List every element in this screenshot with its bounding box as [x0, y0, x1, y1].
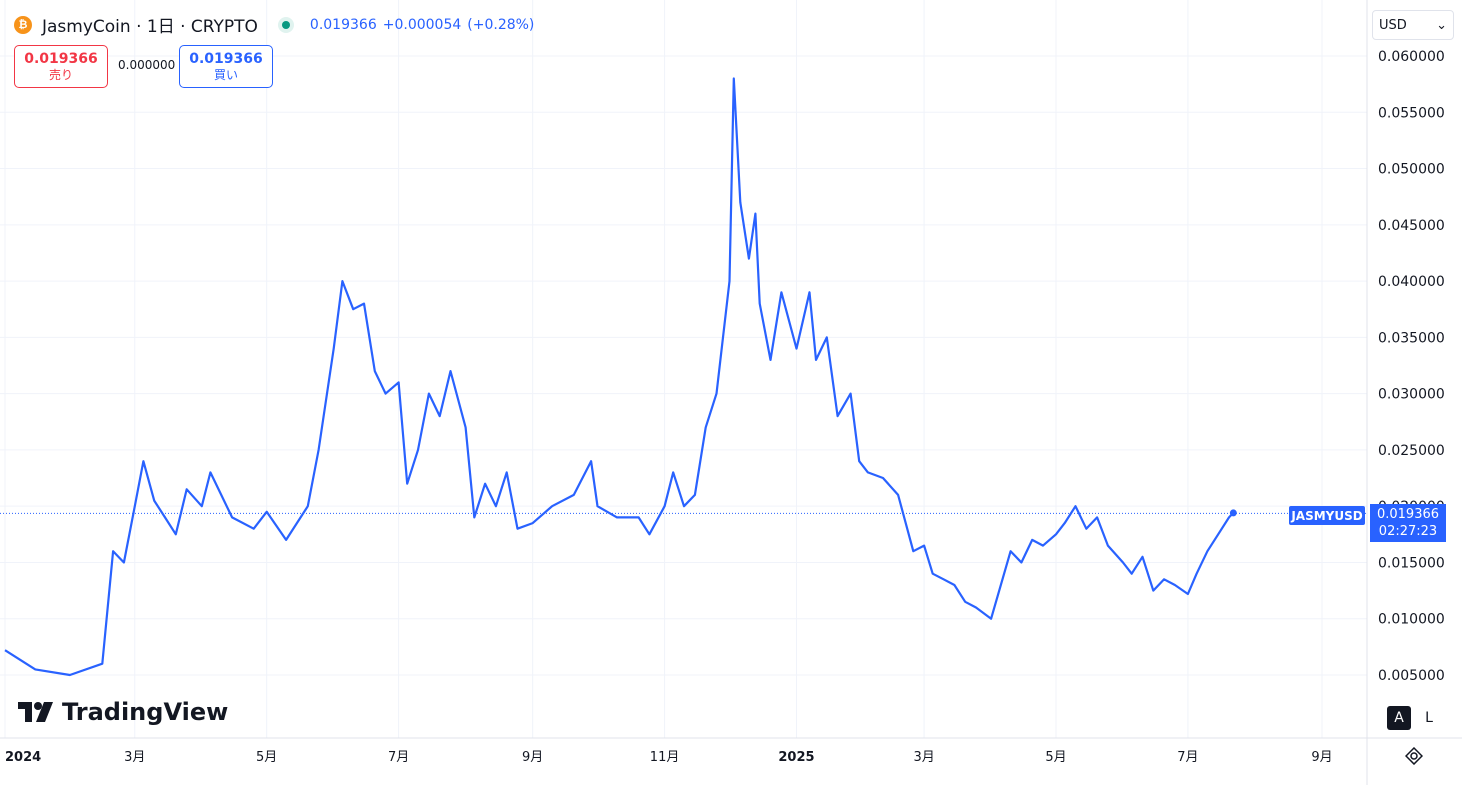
buy-button[interactable]: 0.019366 買い [179, 45, 273, 88]
y-tick-label: 0.010000 [1378, 612, 1445, 628]
x-tick-label: 9月 [1311, 750, 1332, 765]
chevron-down-icon: ⌄ [1436, 17, 1447, 33]
x-tick-label: 2024 [5, 750, 41, 765]
x-tick-label: 2025 [778, 750, 814, 765]
symbol-header: ₿ JasmyCoin · 1日 · CRYPTO 0.019366 +0.00… [14, 12, 534, 37]
auto-scale-button[interactable]: A [1387, 706, 1411, 730]
jasmy-coin-icon: ₿ [14, 15, 32, 34]
y-tick-label: 0.055000 [1378, 105, 1445, 121]
quote-summary: 0.019366 +0.000054 (+0.28%) [310, 17, 534, 33]
x-tick-label: 7月 [1177, 750, 1198, 765]
tradingview-logo[interactable]: TradingView [18, 698, 228, 726]
y-tick-label: 0.045000 [1378, 218, 1445, 234]
spread-value: 0.000000 [118, 58, 176, 72]
market-open-icon [277, 16, 294, 33]
y-tick-label: 0.025000 [1378, 443, 1445, 459]
x-tick-label: 3月 [913, 750, 934, 765]
x-tick-label: 5月 [256, 750, 277, 765]
current-price-label: 0.019366 [1376, 507, 1440, 522]
log-scale-button[interactable]: L [1425, 710, 1433, 726]
price-change: +0.000054 [382, 16, 462, 33]
symbol-price-tag: JASMYUSD [1289, 506, 1365, 525]
y-tick-label: 0.005000 [1378, 668, 1445, 684]
settings-gear-icon[interactable] [1402, 744, 1426, 768]
y-tick-label: 0.050000 [1378, 162, 1445, 178]
bar-countdown: 02:27:23 [1378, 524, 1438, 539]
y-tick-label: 0.035000 [1378, 330, 1445, 346]
y-tick-label: 0.015000 [1378, 555, 1445, 571]
y-tick-label: 0.040000 [1378, 274, 1445, 290]
sell-button[interactable]: 0.019366 売り [14, 45, 108, 88]
sell-label: 売り [48, 67, 73, 82]
x-tick-label: 3月 [124, 750, 145, 765]
logo-text: TradingView [62, 698, 229, 726]
tradingview-logo-icon [18, 702, 53, 722]
x-tick-label: 5月 [1045, 750, 1066, 765]
price-change-percent: (+0.28%) [467, 16, 535, 33]
x-tick-label: 7月 [388, 750, 409, 765]
currency-select[interactable]: USD ⌄ [1372, 10, 1454, 40]
last-price-marker [1229, 509, 1237, 517]
buy-price: 0.019366 [189, 50, 263, 67]
symbol-title[interactable]: JasmyCoin · 1日 · CRYPTO [42, 17, 258, 37]
sell-price: 0.019366 [24, 50, 98, 67]
y-tick-label: 0.030000 [1378, 387, 1445, 403]
current-price-tag: 0.019366 02:27:23 [1370, 504, 1446, 542]
x-tick-label: 11月 [650, 750, 680, 765]
y-tick-label: 0.060000 [1378, 49, 1445, 65]
price-series-line [4, 77, 1235, 677]
buy-label: 買い [213, 67, 238, 82]
last-price: 0.019366 [309, 16, 377, 33]
x-tick-label: 9月 [522, 750, 543, 765]
currency-value: USD [1379, 17, 1407, 33]
